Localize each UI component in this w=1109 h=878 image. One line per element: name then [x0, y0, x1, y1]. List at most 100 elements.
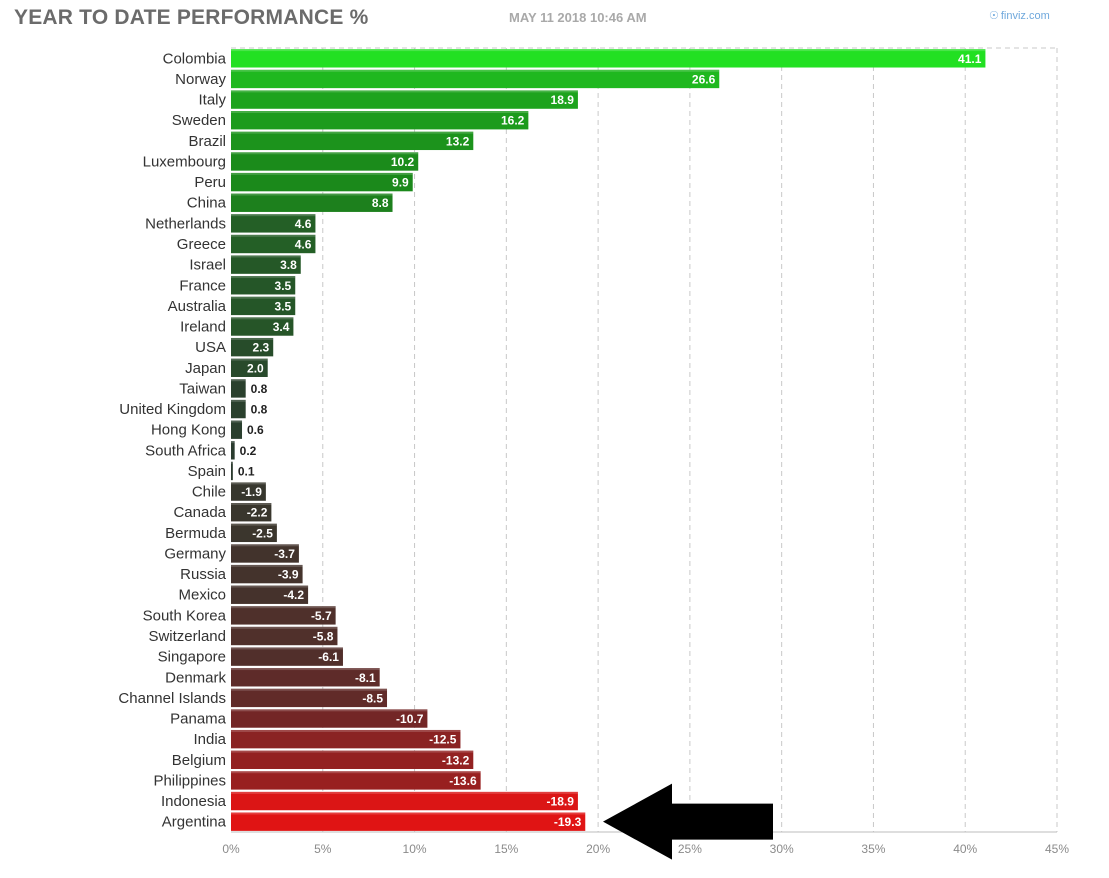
data-label: 16.2	[501, 114, 525, 128]
bar-highlight	[231, 441, 235, 444]
x-tick-label: 10%	[403, 842, 427, 856]
bar-singapore	[231, 647, 343, 666]
bar-highlight	[231, 688, 388, 691]
bar-highlight	[231, 296, 296, 299]
x-tick-label: 0%	[222, 842, 240, 856]
bar-norway	[231, 69, 720, 89]
data-label: 18.9	[551, 93, 575, 107]
bar-india	[231, 729, 461, 749]
data-label: 41.1	[958, 52, 982, 66]
bar-highlight	[231, 482, 266, 485]
bar-highlight	[231, 523, 277, 526]
bar-usa	[231, 337, 274, 357]
category-label: Singapore	[158, 649, 226, 666]
bar-japan	[231, 358, 268, 377]
bar-philippines	[231, 771, 481, 790]
bar-argentina	[231, 812, 586, 831]
bar-highlight	[231, 544, 299, 547]
data-label: 2.0	[247, 361, 264, 375]
data-label: -5.7	[311, 609, 332, 623]
data-label: -13.2	[442, 753, 470, 767]
bar-australia	[231, 296, 296, 316]
bar-brazil	[231, 131, 474, 151]
category-label: Ireland	[180, 319, 226, 336]
category-label: Luxembourg	[143, 153, 226, 170]
data-label: -12.5	[429, 733, 457, 747]
bar-greece	[231, 234, 316, 254]
category-label: India	[193, 731, 226, 748]
bar-highlight	[231, 152, 419, 155]
bar-denmark	[231, 668, 380, 687]
category-label: Switzerland	[148, 628, 226, 645]
bar-switzerland	[231, 626, 338, 646]
x-tick-label: 30%	[770, 842, 794, 856]
x-tick-label: 25%	[678, 842, 702, 856]
data-label: 10.2	[391, 155, 415, 169]
data-label: 13.2	[446, 134, 470, 148]
category-label: Belgium	[172, 752, 226, 769]
bar-highlight	[231, 812, 586, 815]
category-label: Hong Kong	[151, 422, 226, 439]
category-label: Chile	[192, 484, 226, 501]
data-label: 2.3	[253, 341, 270, 355]
category-label: South Korea	[143, 607, 227, 624]
bar-taiwan	[231, 379, 246, 398]
data-label: -13.6	[449, 774, 477, 788]
bar-united-kingdom	[231, 399, 246, 419]
category-label: France	[179, 277, 226, 294]
category-label: Norway	[175, 71, 226, 88]
data-label: 9.9	[392, 176, 409, 190]
data-label: -2.2	[247, 506, 268, 520]
bar-chile	[231, 482, 266, 501]
data-label: -19.3	[554, 815, 582, 829]
bar-highlight	[231, 69, 720, 72]
bar-colombia	[231, 49, 986, 68]
category-label: Australia	[168, 298, 227, 315]
category-label: Colombia	[163, 50, 227, 67]
bar-highlight	[231, 276, 296, 279]
chart-title: YEAR TO DATE PERFORMANCE %	[14, 6, 369, 29]
category-label: United Kingdom	[119, 401, 226, 418]
data-label: 0.8	[251, 382, 268, 396]
data-label: -2.5	[252, 526, 273, 540]
data-label: 26.6	[692, 72, 716, 86]
x-tick-label: 45%	[1045, 842, 1069, 856]
data-label: -4.2	[283, 588, 304, 602]
category-label: Channel Islands	[118, 690, 226, 707]
bar-highlight	[231, 585, 309, 588]
bar-highlight	[231, 750, 474, 753]
category-label: Germany	[164, 545, 226, 562]
bar-luxembourg	[231, 152, 419, 171]
category-label: Netherlands	[145, 215, 226, 232]
data-label: 0.8	[251, 403, 268, 417]
x-tick-label: 15%	[494, 842, 518, 856]
brand-label: finviz.com	[1000, 10, 1050, 22]
bar-highlight	[231, 503, 272, 506]
bar-highlight	[231, 461, 233, 464]
x-tick-label: 40%	[953, 842, 977, 856]
data-label: -6.1	[318, 650, 339, 664]
category-label: Canada	[173, 504, 226, 521]
bar-highlight	[231, 193, 393, 196]
brand-link[interactable]: ☉ finviz.com	[989, 9, 1050, 22]
category-label: Greece	[177, 236, 226, 253]
bar-spain	[231, 461, 233, 481]
bar-bermuda	[231, 523, 277, 543]
bar-indonesia	[231, 791, 578, 811]
bar-highlight	[231, 626, 338, 629]
category-label: Bermuda	[165, 525, 227, 542]
bar-highlight	[231, 399, 246, 402]
category-label: Japan	[185, 360, 226, 377]
bar-highlight	[231, 606, 336, 609]
bar-highlight	[231, 131, 474, 134]
bar-channel-islands	[231, 688, 388, 708]
data-label: 3.5	[275, 279, 292, 293]
data-label: -3.7	[274, 547, 295, 561]
data-label: 3.5	[275, 299, 292, 313]
data-label: 0.2	[240, 444, 257, 458]
category-label: Israel	[189, 257, 226, 274]
bar-hong-kong	[231, 420, 243, 439]
bar-south-korea	[231, 606, 336, 625]
bar-netherlands	[231, 214, 316, 233]
